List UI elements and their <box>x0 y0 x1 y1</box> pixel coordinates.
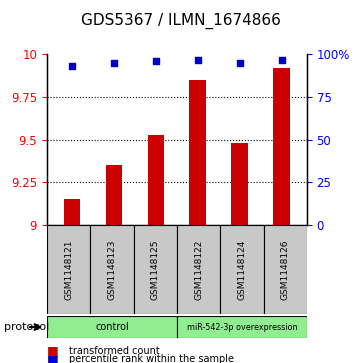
Bar <box>64 199 81 225</box>
Bar <box>47 316 177 338</box>
Point <box>69 64 75 69</box>
Bar <box>134 225 177 314</box>
Text: GSM1148123: GSM1148123 <box>108 239 116 300</box>
Point <box>195 57 201 62</box>
Text: protocol: protocol <box>4 322 49 332</box>
Text: GSM1148122: GSM1148122 <box>194 239 203 300</box>
Text: GSM1148121: GSM1148121 <box>64 239 73 300</box>
Bar <box>231 143 248 225</box>
Text: transformed count: transformed count <box>69 346 159 356</box>
Point <box>279 57 284 62</box>
Point <box>237 60 243 66</box>
Text: GSM1148124: GSM1148124 <box>238 239 246 300</box>
Text: ■: ■ <box>47 344 59 358</box>
Bar <box>90 225 134 314</box>
Bar <box>264 225 307 314</box>
Text: miR-542-3p overexpression: miR-542-3p overexpression <box>187 323 297 331</box>
Text: GDS5367 / ILMN_1674866: GDS5367 / ILMN_1674866 <box>81 13 280 29</box>
Point <box>153 58 159 64</box>
Bar <box>220 225 264 314</box>
Text: ■: ■ <box>47 353 59 363</box>
Bar <box>47 225 90 314</box>
Text: control: control <box>95 322 129 332</box>
Bar <box>177 225 220 314</box>
Bar <box>273 68 290 225</box>
Bar <box>106 166 122 225</box>
Text: GSM1148126: GSM1148126 <box>281 239 290 300</box>
Text: GSM1148125: GSM1148125 <box>151 239 160 300</box>
Point <box>111 60 117 66</box>
Bar <box>148 135 164 225</box>
Text: percentile rank within the sample: percentile rank within the sample <box>69 354 234 363</box>
Bar <box>177 316 307 338</box>
Bar <box>190 80 206 225</box>
